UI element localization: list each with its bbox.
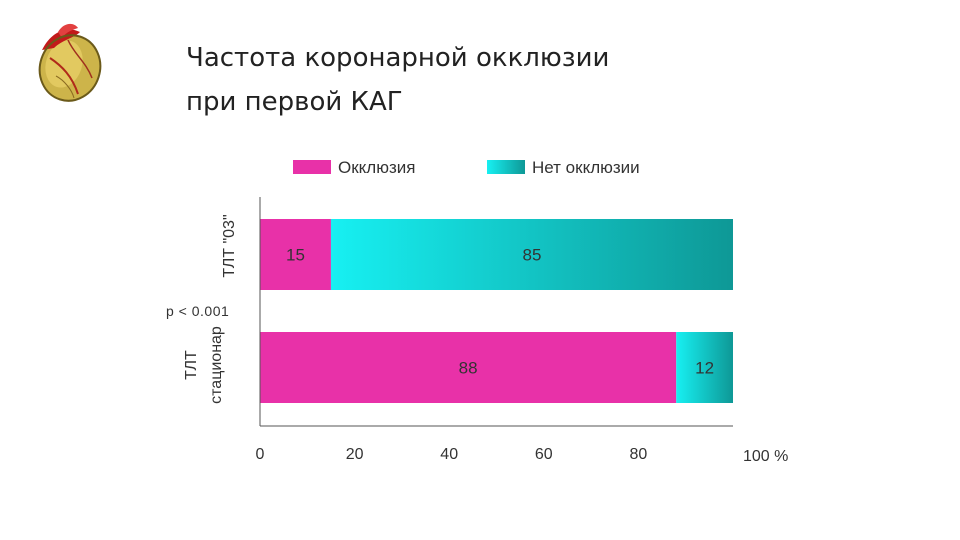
- x-tick-label-3: 40: [440, 446, 458, 463]
- legend-label-2: Нет окклюзии: [532, 158, 640, 177]
- category-label-2-line-2: стационар: [208, 326, 225, 404]
- category-label-1-line-1: ТЛТ "03": [221, 214, 238, 277]
- x-tick-label-1: 0: [256, 446, 265, 463]
- bar-segment-2-2: [676, 332, 733, 403]
- bar-segment-2-1: [260, 332, 677, 403]
- data-label-1-1: 15: [286, 246, 305, 265]
- data-label-2-1: 88: [459, 359, 478, 378]
- legend-swatch-2: [487, 160, 525, 174]
- data-label-2-2: 12: [695, 359, 714, 378]
- chart-axes: 0 20 40 60 80 100 % ТЛТ "03" ТЛТ стационар p < 0.…: [166, 197, 788, 465]
- legend-label-1: Окклюзия: [338, 158, 415, 177]
- heart-icon: [28, 18, 108, 104]
- bar-segment-1-2: [330, 219, 733, 290]
- x-tick-label-6: 100 %: [743, 448, 788, 465]
- bar-segment-1-1: [260, 219, 331, 290]
- category-label-2-line-1: ТЛТ: [183, 350, 200, 380]
- chart-legend: Окклюзия Нет окклюзии: [293, 158, 640, 177]
- legend-swatch-1: [293, 160, 331, 174]
- data-label-1-2: 85: [523, 246, 542, 265]
- p-value-annotation: p < 0.001: [166, 303, 229, 319]
- x-tick-label-4: 60: [535, 446, 553, 463]
- chart-bars: 15 85 88 12: [260, 219, 733, 403]
- slide-title: Частота коронарной окклюзии при первой К…: [186, 36, 609, 124]
- x-tick-label-2: 20: [346, 446, 364, 463]
- title-line-2: при первой КАГ: [186, 87, 403, 117]
- title-line-1: Частота коронарной окклюзии: [186, 43, 610, 73]
- x-tick-label-5: 80: [630, 446, 648, 463]
